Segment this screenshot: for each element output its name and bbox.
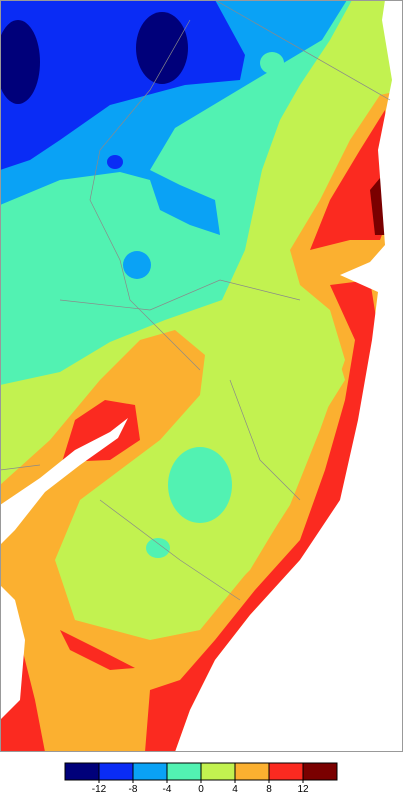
legend-tick-label: 8 <box>266 784 272 795</box>
legend: -12 -8 -4 0 4 8 12 <box>64 762 338 795</box>
legend-swatch <box>133 763 167 780</box>
legend-tick-label: 0 <box>198 784 204 795</box>
region-red <box>62 400 140 462</box>
river-line <box>89 19 201 371</box>
legend-swatch <box>201 763 235 780</box>
legend-swatch <box>65 763 99 780</box>
legend-swatch <box>269 763 303 780</box>
county-line <box>0 464 41 471</box>
legend-tick-label: 12 <box>297 784 309 795</box>
legend-swatch <box>99 763 133 780</box>
region-red <box>60 630 135 670</box>
river <box>0 418 128 545</box>
legend-swatch <box>235 763 269 780</box>
map <box>0 0 403 752</box>
ocean <box>175 0 403 752</box>
region-aquamarine <box>146 538 170 558</box>
region-aquamarine <box>168 447 232 523</box>
region-blue <box>107 155 123 169</box>
legend-tick-label: 4 <box>232 784 238 795</box>
county-line <box>59 279 301 311</box>
state-line <box>214 0 391 101</box>
region-light-blue <box>123 251 151 279</box>
legend-tick-label: -4 <box>163 784 172 795</box>
legend-swatch <box>303 763 337 780</box>
legend-swatch <box>167 763 201 780</box>
legend-tick-label: -8 <box>129 784 138 795</box>
bay <box>0 585 25 720</box>
legend-tick-label: -12 <box>92 784 107 795</box>
region-navy <box>136 12 188 84</box>
county-lines <box>0 0 391 601</box>
county-line <box>99 499 241 601</box>
region-navy <box>0 20 40 104</box>
region-aquamarine <box>260 52 284 74</box>
county-line <box>229 379 301 501</box>
